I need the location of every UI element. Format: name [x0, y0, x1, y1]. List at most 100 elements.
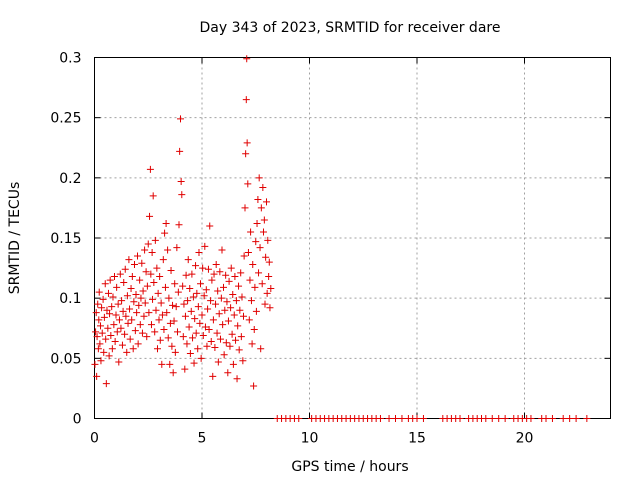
data-point	[237, 269, 245, 277]
data-point	[171, 348, 179, 356]
data-point	[207, 337, 215, 345]
data-point	[208, 276, 216, 284]
data-point	[153, 345, 161, 353]
data-point	[198, 311, 206, 319]
data-point	[245, 316, 253, 324]
data-point	[146, 212, 154, 220]
data-point	[385, 415, 393, 422]
data-point	[235, 282, 243, 290]
data-point	[105, 352, 113, 360]
y-tick-label: 0.15	[50, 231, 81, 247]
data-point	[202, 286, 210, 294]
data-point	[112, 311, 120, 319]
data-point	[94, 300, 102, 308]
data-point	[113, 283, 121, 291]
data-point	[196, 319, 204, 327]
data-point	[243, 55, 251, 63]
data-point	[95, 288, 103, 296]
data-point	[102, 380, 110, 388]
data-point	[122, 312, 130, 320]
data-point	[149, 295, 157, 303]
data-point	[173, 328, 181, 336]
data-point	[128, 316, 136, 324]
data-point	[256, 244, 264, 252]
data-point	[186, 285, 194, 293]
data-point	[183, 340, 191, 348]
data-point	[169, 369, 177, 377]
data-point	[124, 319, 132, 327]
data-point	[125, 256, 133, 264]
data-point	[224, 369, 232, 377]
data-point	[218, 246, 226, 254]
data-point	[209, 372, 217, 380]
data-point	[201, 242, 209, 250]
data-point	[111, 337, 119, 345]
data-point	[237, 333, 245, 341]
data-point	[121, 265, 129, 273]
data-point	[173, 244, 181, 252]
data-point	[215, 310, 223, 318]
data-point	[175, 221, 183, 229]
data-point	[210, 270, 218, 278]
data-point	[211, 344, 219, 352]
data-point	[179, 333, 187, 341]
data-point	[257, 345, 265, 353]
data-point	[204, 265, 212, 273]
data-point	[91, 360, 99, 368]
data-point	[126, 305, 134, 313]
data-point	[251, 283, 259, 291]
data-point	[159, 256, 167, 264]
data-point	[165, 294, 173, 302]
data-point	[228, 330, 236, 338]
data-point	[222, 339, 230, 347]
data-point	[182, 271, 190, 279]
data-point	[189, 334, 197, 342]
data-point	[488, 415, 496, 422]
data-point	[108, 303, 116, 311]
data-point	[116, 270, 124, 278]
data-point	[199, 264, 207, 272]
data-point	[527, 415, 535, 422]
data-point	[199, 331, 207, 339]
data-point	[223, 298, 231, 306]
x-axis-label: GPS time / hours	[291, 459, 408, 475]
data-point	[193, 289, 201, 297]
data-point	[259, 183, 267, 191]
data-point	[164, 246, 172, 254]
data-point	[171, 280, 179, 288]
data-point	[147, 270, 155, 278]
data-point	[542, 415, 550, 422]
data-point	[108, 345, 116, 353]
data-point	[194, 303, 202, 311]
data-point	[190, 359, 198, 367]
data-point	[150, 279, 158, 287]
data-point	[232, 297, 240, 305]
data-point	[204, 305, 212, 313]
data-point	[559, 415, 567, 422]
data-point	[295, 415, 303, 422]
data-point	[123, 292, 131, 300]
data-point	[250, 325, 258, 333]
data-point	[195, 248, 203, 256]
data-point	[205, 325, 213, 333]
data-point	[229, 360, 237, 368]
data-point	[134, 252, 141, 260]
data-point	[262, 253, 270, 261]
data-point	[168, 342, 176, 350]
data-point	[495, 415, 503, 422]
data-point	[100, 348, 108, 356]
data-point	[184, 297, 192, 305]
data-point	[158, 311, 166, 319]
data-point	[192, 262, 200, 270]
data-point	[115, 358, 123, 366]
data-point	[92, 309, 100, 317]
data-point	[126, 335, 134, 343]
y-tick-label: 0.1	[59, 291, 81, 307]
data-point	[239, 312, 247, 320]
data-point	[133, 309, 141, 317]
data-point	[196, 280, 204, 288]
data-point	[255, 174, 263, 182]
data-point	[216, 268, 224, 276]
data-points	[91, 55, 591, 422]
data-point	[178, 191, 186, 199]
